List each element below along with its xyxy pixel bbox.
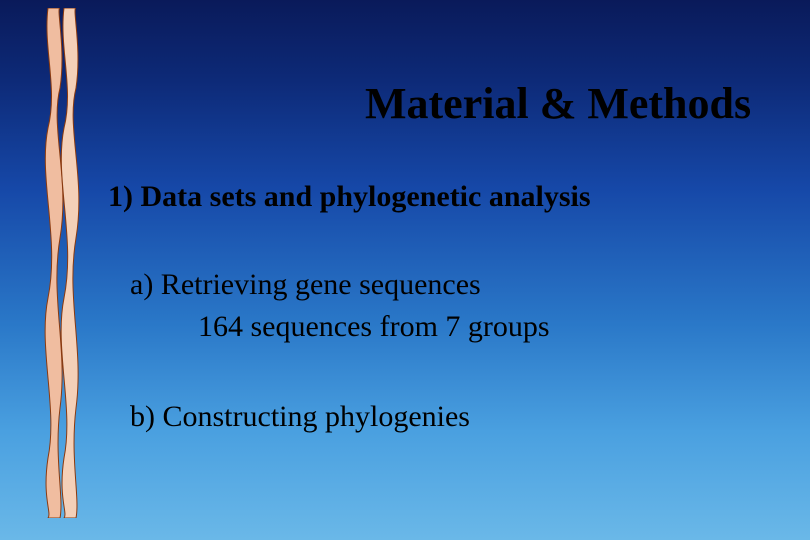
slide: Material & Methods 1) Data sets and phyl… xyxy=(0,0,810,540)
ribbon-path-2 xyxy=(61,8,79,518)
ribbon-icon xyxy=(40,8,80,518)
accent-ribbon xyxy=(40,8,80,518)
section-heading: 1) Data sets and phylogenetic analysis xyxy=(108,180,591,214)
page-title: Material & Methods xyxy=(365,78,751,129)
ribbon-path-1 xyxy=(45,8,63,518)
item-a: a) Retrieving gene sequences xyxy=(130,268,481,302)
item-b: b) Constructing phylogenies xyxy=(130,400,470,434)
item-a-detail: 164 sequences from 7 groups xyxy=(198,310,550,344)
